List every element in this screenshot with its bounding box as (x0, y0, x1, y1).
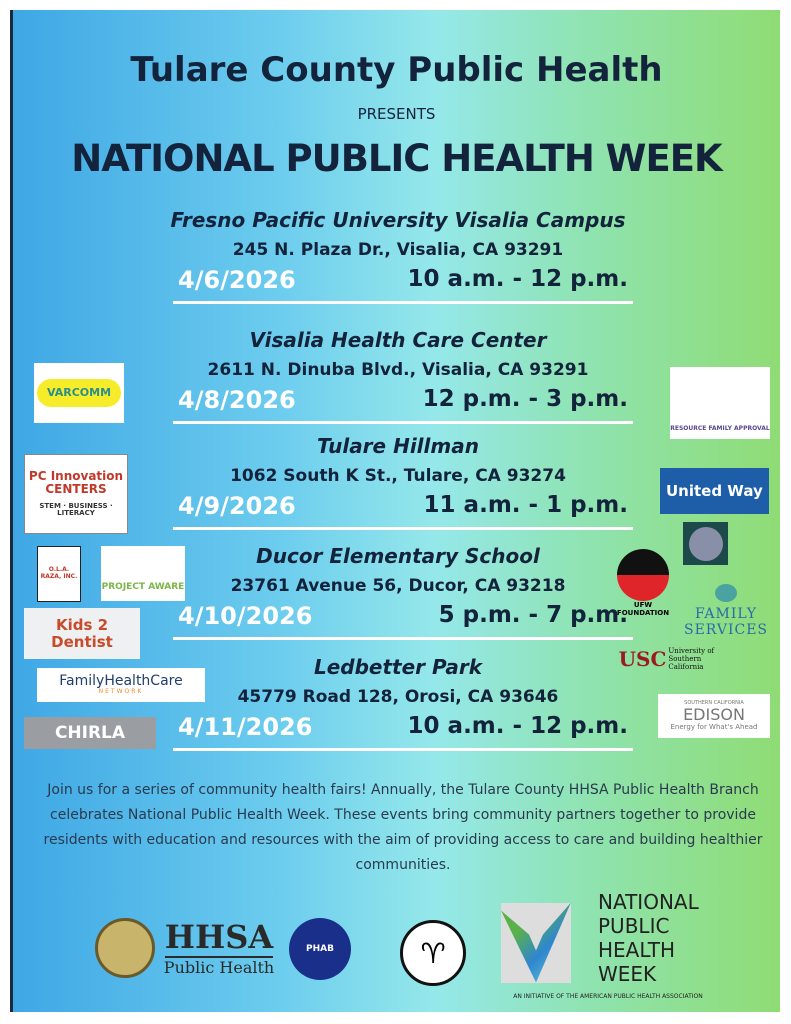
ola-text: O.L.A. RAZA, INC. (40, 566, 78, 580)
family-services-logo: FAMILY SERVICES (681, 580, 771, 642)
ram-icon: ♈ (420, 936, 446, 970)
ufw-text: UFW FOUNDATION (616, 601, 670, 617)
pc-text: PC Innovation CENTERS (28, 469, 124, 497)
event-date: 4/11/2026 (178, 713, 313, 741)
usc-text: USC (618, 647, 667, 671)
project-aware-text: PROJECT AWARE (101, 582, 185, 593)
event-location: Visalia Health Care Center (249, 328, 547, 352)
project-aware-logo: PROJECT AWARE (101, 546, 185, 601)
apha-tagline: AN INITIATIVE OF THE AMERICAN PUBLIC HEA… (493, 990, 723, 1002)
kids2dentist-text: Kids 2 Dentist (51, 616, 113, 651)
event-block: Tulare Hillman 1062 South K St., Tulare,… (88, 434, 708, 544)
badge-icon (688, 526, 723, 561)
divider (173, 748, 633, 751)
nphw-figures-logo (481, 895, 591, 990)
event-block: Fresno Pacific University Visalia Campus… (88, 208, 708, 318)
presents-label: PRESENTS (357, 105, 436, 123)
sce-text: EDISON (683, 705, 745, 725)
event-address: 23761 Avenue 56, Ducor, CA 93218 (230, 576, 566, 596)
organization-title: Tulare County Public Health (130, 50, 663, 90)
event-date: 4/8/2026 (178, 386, 296, 414)
resource-family-approval-logo: RESOURCE FAMILY APPROVAL (670, 367, 770, 439)
event-date: 4/10/2026 (178, 602, 313, 630)
event-time: 12 p.m. - 3 p.m. (422, 386, 628, 412)
nphw-people-icon (501, 902, 571, 983)
nphw-logo-text: NATIONAL PUBLIC HEALTH WEEK (598, 890, 708, 986)
fhc-text: FamilyHealthCare (59, 673, 183, 689)
event-location: Fresno Pacific University Visalia Campus (170, 208, 626, 232)
kids2dentist-logo: Kids 2 Dentist (24, 608, 140, 659)
flyer: Tulare County Public Health PRESENTS NAT… (10, 10, 780, 1012)
event-address: 45779 Road 128, Orosi, CA 93646 (237, 687, 559, 707)
apha-text: AN INITIATIVE OF THE AMERICAN PUBLIC HEA… (513, 992, 703, 1000)
hhsa-logo: HHSA Public Health (159, 915, 279, 979)
ola-raza-logo: O.L.A. RAZA, INC. (37, 546, 81, 602)
ram-logo: ♈ (400, 920, 466, 986)
united-way-logo: United Way (660, 468, 769, 514)
event-time: 5 p.m. - 7 p.m. (438, 602, 628, 628)
phab-text: PHAB (306, 944, 334, 954)
event-location: Ducor Elementary School (256, 544, 540, 568)
united-way-text: United Way (666, 481, 763, 500)
hhsa-text: HHSA (164, 917, 274, 958)
event-location: Tulare Hillman (317, 434, 479, 458)
county-seal-logo (95, 918, 155, 978)
sheriff-badge-logo (683, 522, 728, 565)
family-services-text: FAMILY SERVICES (683, 606, 768, 638)
fhc-sub-text: NETWORK (98, 688, 144, 696)
ufw-eagle-icon (617, 549, 669, 601)
family-healthcare-logo: FamilyHealthCare NETWORK (37, 668, 205, 702)
event-block: Visalia Health Care Center 2611 N. Dinub… (88, 328, 708, 438)
ufw-foundation-logo: UFW FOUNDATION (613, 546, 673, 620)
event-address: 245 N. Plaza Dr., Visalia, CA 93291 (232, 240, 564, 260)
sce-edison-logo: SOUTHERN CALIFORNIA EDISON Energy for What… (658, 694, 770, 738)
divider (173, 637, 633, 640)
divider (173, 421, 633, 424)
event-title: NATIONAL PUBLIC HEALTH WEEK (71, 137, 722, 180)
pc-sub-text: STEM · BUSINESS · LITERACY (39, 501, 113, 518)
usc-logo: USC University of Southern California (611, 647, 746, 671)
chirla-text: CHIRLA (54, 722, 126, 743)
sce-top-text: SOUTHERN CALIFORNIA (684, 699, 744, 706)
description-text: Join us for a series of community health… (43, 782, 763, 873)
event-time: 10 a.m. - 12 p.m. (407, 266, 628, 292)
divider (173, 527, 633, 530)
family-icon (715, 584, 737, 602)
divider (173, 301, 633, 304)
event-address: 2611 N. Dinuba Blvd., Visalia, CA 93291 (207, 360, 589, 380)
event-location: Ledbetter Park (313, 655, 483, 679)
usc-sub-text: University of Southern California (668, 647, 715, 671)
nphw-text: NATIONAL PUBLIC HEALTH WEEK (598, 890, 699, 986)
event-date: 4/6/2026 (178, 266, 296, 294)
phab-logo: PHAB (289, 918, 351, 980)
varcomm-text: VARCOMM (36, 378, 122, 408)
event-address: 1062 South K St., Tulare, CA 93274 (230, 466, 566, 486)
sce-tag-text: Energy for What's Ahead (670, 722, 758, 731)
event-block: Ducor Elementary School 23761 Avenue 56,… (88, 544, 708, 654)
event-time: 10 a.m. - 12 p.m. (407, 713, 628, 739)
hhsa-sub-text: Public Health (163, 957, 275, 977)
varcomm-logo: VARCOMM (34, 363, 124, 423)
event-block: Ledbetter Park 45779 Road 128, Orosi, CA… (88, 655, 708, 765)
rfa-text: RESOURCE FAMILY APPROVAL (670, 425, 770, 433)
event-date: 4/9/2026 (178, 492, 296, 520)
pc-innovation-centers-logo: PC Innovation CENTERS STEM · BUSINESS · L… (24, 454, 128, 534)
event-time: 11 a.m. - 1 p.m. (423, 492, 628, 518)
chirla-logo: CHIRLA (24, 717, 156, 749)
